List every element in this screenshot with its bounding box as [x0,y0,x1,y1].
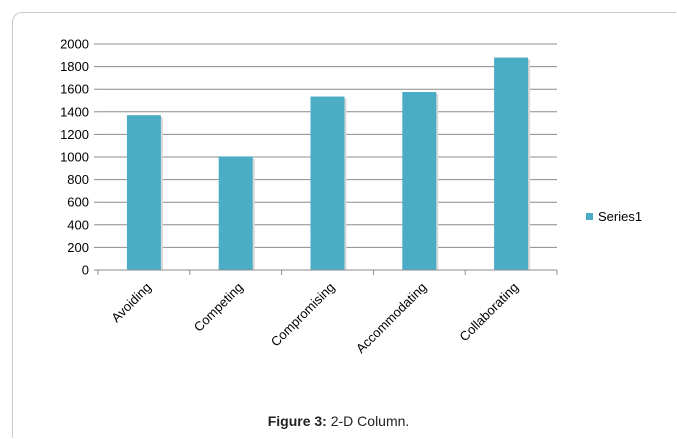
y-tick-label: 1600 [60,82,89,97]
bar [402,92,437,271]
x-tick-label: Compromising [268,280,338,350]
caption-label: Figure 3: [267,413,327,429]
caption-text: 2-D Column. [326,413,410,429]
bar [126,115,161,270]
y-tick-label: 0 [82,263,89,278]
x-tick-label: Collaborating [456,280,521,345]
x-axis-labels: Avoiding Competing Compromising Accommodati… [108,280,521,357]
y-tick-label: 1000 [60,150,89,165]
bars [97,57,558,275]
x-tick-label: Competing [191,280,246,335]
y-tick-label: 200 [67,240,89,255]
bar [218,156,253,270]
figure-caption: Figure 3: 2-D Column. [0,413,677,429]
y-tick-label: 1800 [60,59,89,74]
y-tick-label: 400 [67,217,89,232]
legend: Series1 [586,209,642,224]
chart-frame [12,12,676,438]
y-tick-label: 600 [67,195,89,210]
y-tick-label: 2000 [60,37,89,52]
x-tick-label: Accommodating [353,280,430,357]
legend-swatch [586,213,593,220]
legend-label: Series1 [598,209,642,224]
bar [494,57,529,271]
y-axis-ticks: 0 200 400 600 800 1000 1200 1400 1600 1800 2000 [60,37,98,278]
y-tick-label: 800 [67,172,89,187]
x-tick-label: Avoiding [108,280,154,326]
bar [310,96,345,270]
y-tick-label: 1400 [60,104,89,119]
y-tick-label: 1200 [60,127,89,142]
